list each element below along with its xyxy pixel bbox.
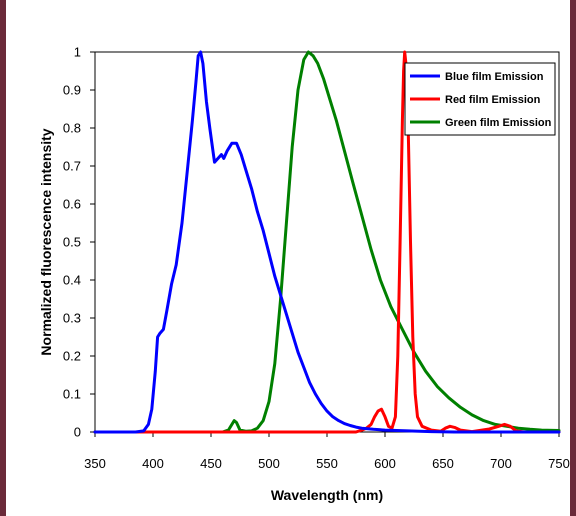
- series-line-red: [93, 50, 561, 434]
- y-tick-label: 0.8: [63, 121, 81, 136]
- x-tick-label: 750: [548, 456, 570, 471]
- legend-label: Blue film Emission: [445, 71, 544, 83]
- y-tick-label: 0.9: [63, 83, 81, 98]
- y-axis-ticks: 0 0.1 0.2 0.3 0.4 0.5 0.6 0.7 0.8 0.9 1: [63, 45, 95, 440]
- x-tick-label: 650: [432, 456, 454, 471]
- y-tick-label: 0.3: [63, 311, 81, 326]
- y-tick-label: 0.4: [63, 273, 81, 288]
- x-tick-label: 500: [258, 456, 280, 471]
- y-tick-label: 0.7: [63, 159, 81, 174]
- legend-label: Green film Emission: [445, 117, 552, 129]
- x-axis-title: Wavelength (nm): [271, 487, 383, 503]
- y-tick-label: 1: [74, 45, 81, 60]
- y-tick-label: 0.5: [63, 235, 81, 250]
- x-axis-ticks: 350 400 450 500 550 600 650 700 750: [84, 432, 570, 471]
- x-tick-label: 350: [84, 456, 106, 471]
- series-layer: [93, 50, 561, 434]
- emission-chart: 350 400 450 500 550 600 650 700 750 0 0.1 0.2 0.3 0.…: [38, 45, 570, 504]
- y-tick-label: 0: [74, 425, 81, 440]
- x-tick-label: 400: [142, 456, 164, 471]
- y-axis-title: Normalized fluorescence intensity: [38, 128, 54, 355]
- y-tick-label: 0.1: [63, 387, 81, 402]
- legend: Blue film Emission Red film Emission Green…: [404, 62, 556, 136]
- x-tick-label: 700: [490, 456, 512, 471]
- x-tick-label: 600: [374, 456, 396, 471]
- x-tick-label: 550: [316, 456, 338, 471]
- legend-label: Red film Emission: [445, 94, 541, 106]
- x-tick-label: 450: [200, 456, 222, 471]
- y-tick-label: 0.6: [63, 197, 81, 212]
- y-tick-label: 0.2: [63, 349, 81, 364]
- series-line-blue: [93, 50, 561, 434]
